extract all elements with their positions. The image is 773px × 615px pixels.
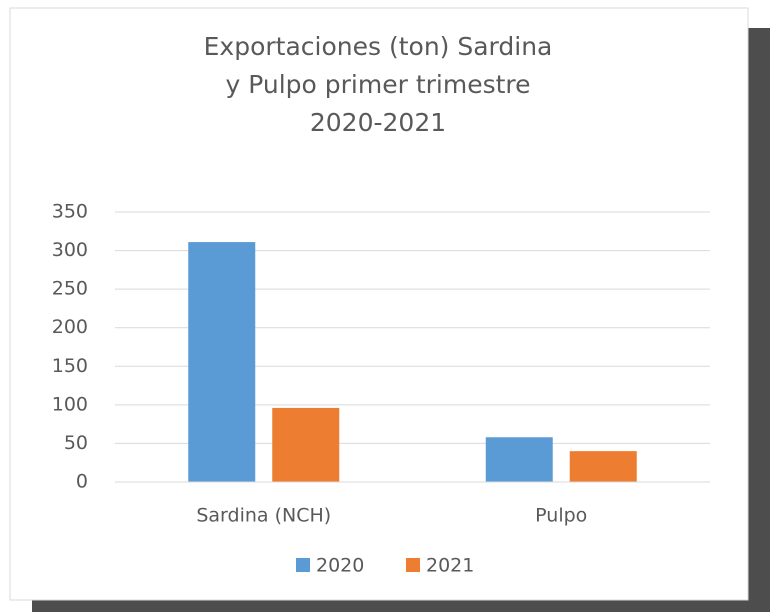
chart-title: Exportaciones (ton) Sardina y Pulpo prim… xyxy=(203,32,553,137)
legend-label: 2021 xyxy=(426,555,474,577)
y-tick-label: 350 xyxy=(52,201,88,223)
y-tick-label: 200 xyxy=(52,316,88,338)
legend-label: 2020 xyxy=(316,555,364,577)
y-tick-label: 250 xyxy=(52,278,88,300)
y-tick-label: 50 xyxy=(64,432,88,454)
chart-frame xyxy=(9,7,749,601)
y-tick-label: 300 xyxy=(52,239,88,261)
bar xyxy=(272,407,340,482)
bar xyxy=(188,242,256,482)
y-tick-label: 0 xyxy=(76,471,88,493)
y-tick-label: 150 xyxy=(52,355,88,377)
x-tick-label: Sardina (NCH) xyxy=(196,505,331,527)
bar xyxy=(485,437,553,482)
bar xyxy=(569,451,637,482)
x-tick-label: Pulpo xyxy=(535,505,587,527)
y-tick-label: 100 xyxy=(52,393,88,415)
legend-swatch xyxy=(406,558,420,572)
legend-swatch xyxy=(296,558,310,572)
